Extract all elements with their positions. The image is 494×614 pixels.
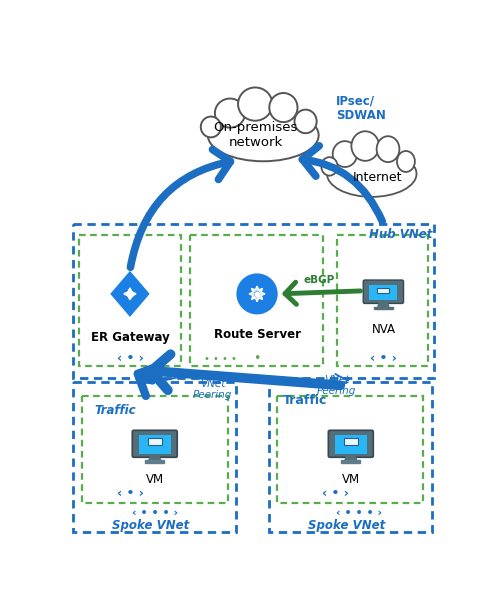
Bar bbox=[190, 235, 323, 367]
Bar bbox=[269, 382, 432, 532]
Ellipse shape bbox=[208, 109, 319, 161]
Text: ‹ • ›: ‹ • › bbox=[117, 352, 143, 365]
Polygon shape bbox=[344, 438, 358, 445]
Text: Internet: Internet bbox=[353, 171, 403, 184]
Polygon shape bbox=[149, 456, 161, 460]
Bar bbox=[74, 224, 434, 378]
Text: ‹ • ›: ‹ • › bbox=[370, 352, 397, 365]
Ellipse shape bbox=[294, 110, 317, 133]
Text: Traffic: Traffic bbox=[94, 405, 136, 418]
Bar bbox=[82, 395, 228, 503]
Text: ‹ • • • ›: ‹ • • • › bbox=[335, 508, 381, 518]
Polygon shape bbox=[378, 302, 389, 306]
Polygon shape bbox=[145, 460, 164, 463]
Ellipse shape bbox=[397, 151, 415, 172]
Text: Route Server: Route Server bbox=[213, 328, 300, 341]
Bar bbox=[337, 235, 428, 367]
Text: Hub VNet: Hub VNet bbox=[369, 228, 432, 241]
Polygon shape bbox=[377, 288, 389, 293]
Text: Spoke VNet: Spoke VNet bbox=[308, 519, 386, 532]
Text: VM: VM bbox=[342, 473, 360, 486]
FancyBboxPatch shape bbox=[132, 430, 177, 457]
Ellipse shape bbox=[201, 117, 221, 138]
Polygon shape bbox=[345, 456, 357, 460]
Bar bbox=[79, 235, 181, 367]
Text: Spoke VNet: Spoke VNet bbox=[112, 519, 190, 532]
Text: ‹ • ›: ‹ • › bbox=[117, 487, 143, 500]
Ellipse shape bbox=[321, 157, 337, 176]
Text: On-premises
network: On-premises network bbox=[213, 122, 298, 149]
Text: •: • bbox=[253, 352, 261, 365]
Polygon shape bbox=[109, 270, 151, 319]
Text: VM: VM bbox=[146, 473, 164, 486]
FancyBboxPatch shape bbox=[139, 435, 170, 454]
Text: ‹ • • • ›: ‹ • • • › bbox=[132, 508, 178, 518]
FancyBboxPatch shape bbox=[335, 435, 367, 454]
Text: ‹ • ›: ‹ • › bbox=[322, 487, 349, 500]
Ellipse shape bbox=[332, 141, 357, 167]
Circle shape bbox=[235, 273, 279, 316]
Ellipse shape bbox=[351, 131, 379, 161]
Ellipse shape bbox=[238, 87, 272, 121]
Polygon shape bbox=[374, 306, 393, 309]
Ellipse shape bbox=[269, 93, 297, 122]
Ellipse shape bbox=[327, 150, 416, 197]
Text: eBGP: eBGP bbox=[303, 274, 334, 285]
Text: • • • •: • • • • bbox=[204, 354, 237, 363]
Text: IPsec/
SDWAN: IPsec/ SDWAN bbox=[336, 95, 386, 122]
Text: NVA: NVA bbox=[371, 323, 395, 336]
FancyBboxPatch shape bbox=[329, 430, 373, 457]
Text: ER Gateway: ER Gateway bbox=[90, 331, 169, 344]
Bar bbox=[74, 382, 236, 532]
Polygon shape bbox=[148, 438, 162, 445]
FancyBboxPatch shape bbox=[370, 286, 397, 300]
Text: Traffic: Traffic bbox=[283, 394, 327, 408]
Ellipse shape bbox=[376, 136, 400, 162]
Bar bbox=[277, 395, 423, 503]
Text: VNet
Peering: VNet Peering bbox=[317, 375, 357, 396]
Polygon shape bbox=[341, 460, 360, 463]
FancyBboxPatch shape bbox=[363, 280, 404, 303]
Text: VNet
Peering: VNet Peering bbox=[193, 379, 233, 400]
Ellipse shape bbox=[215, 99, 245, 128]
